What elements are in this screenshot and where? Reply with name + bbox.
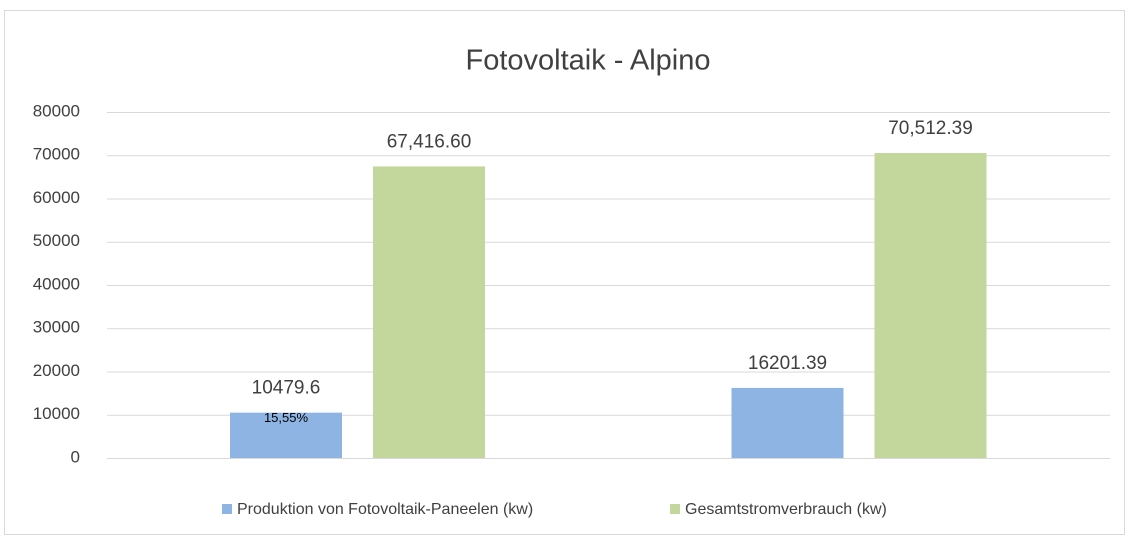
legend-label: Produktion von Fotovoltaik-Paneelen (kw) — [237, 501, 533, 518]
chart-title: Fotovoltaik - Alpino — [465, 45, 710, 77]
bar — [373, 166, 485, 458]
data-label: 67,416.60 — [387, 131, 472, 152]
y-tick-label: 30000 — [33, 318, 80, 337]
bar — [731, 387, 844, 458]
data-label: 16201.39 — [748, 353, 827, 374]
legend-swatch — [670, 504, 680, 514]
data-label: 70,512.39 — [888, 118, 973, 139]
y-tick-label: 80000 — [33, 101, 80, 120]
y-tick-label: 50000 — [33, 231, 80, 250]
y-tick-label: 70000 — [33, 145, 80, 164]
data-label: 10479.6 — [252, 378, 321, 399]
annotation: 15,55% — [264, 410, 309, 425]
y-tick-label: 10000 — [33, 404, 80, 423]
bar — [230, 412, 342, 458]
y-tick-label: 40000 — [33, 274, 80, 293]
legend-swatch — [222, 504, 232, 514]
y-tick-label: 0 — [71, 447, 80, 466]
legend-label: Gesamtstromverbrauch (kw) — [685, 501, 887, 518]
y-tick-label: 20000 — [33, 361, 80, 380]
y-tick-label: 60000 — [33, 188, 80, 207]
bar — [874, 153, 987, 458]
